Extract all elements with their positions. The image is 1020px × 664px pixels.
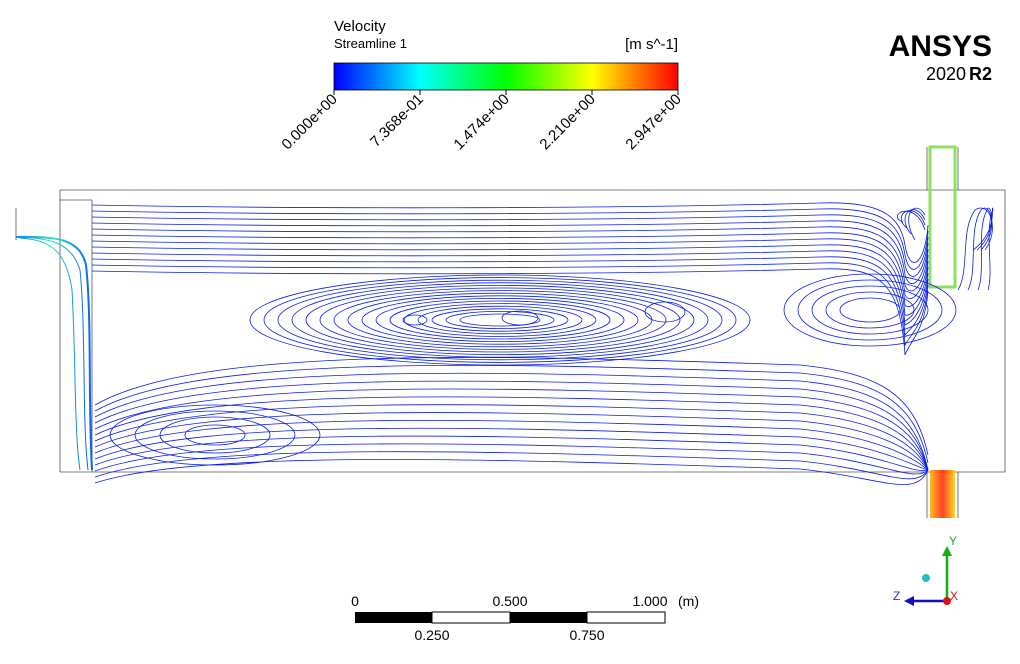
streamline [431,308,569,332]
scale-unit: (m) [678,593,699,609]
streamline [94,364,929,464]
y-arrowhead [942,546,952,556]
streamline [825,291,915,329]
scale-segment [510,612,587,623]
z-axis-label: Z [893,589,900,603]
streamline [501,310,539,326]
streamline [783,273,957,347]
legend-tick-label: 2.947e+00 [622,91,684,153]
streamline [159,416,271,454]
streamline [403,303,597,337]
streamline [184,424,246,446]
streamline [644,301,686,323]
colorbar [333,62,679,91]
streamline [811,285,929,335]
streamline [94,404,929,471]
streamline [94,427,929,471]
streamline [277,279,723,361]
scale-bar: 0 0.500 1.000 (m) 0.250 0.750 [351,593,699,643]
x-axis-dot [943,597,951,605]
streamline [897,210,926,231]
scale-segment [431,611,511,624]
streamline [900,210,926,229]
streamline [91,208,929,270]
streamline [976,207,993,291]
streamline [94,435,929,472]
z-arrowhead [904,596,914,606]
y-axis-label: Y [949,534,957,548]
streamline [91,262,929,347]
streamline [389,300,611,340]
streamline [459,313,541,327]
scale-label: 0 [351,593,359,609]
streamline [361,295,639,345]
scale-label: 0.250 [414,627,449,643]
streamline [291,282,709,358]
streamline [94,459,929,485]
legend-tick-label: 7.368e-01 [367,91,427,151]
streamline [91,244,929,316]
x-axis-label: X [950,589,958,603]
legend-ticks: 0.000e+00 7.368e-01 1.474e+00 2.210e+00 2.94… [278,90,685,153]
streamline [94,372,929,471]
streamline [94,396,929,471]
streamline [91,250,929,326]
streamline [957,207,993,291]
streamline [91,238,929,307]
streamline [839,297,901,323]
streamline [91,256,929,337]
streamline [91,268,929,356]
streamline [134,410,296,460]
inlet-stream [17,236,89,471]
domain-walls [15,147,1006,518]
triad-origin [922,574,930,582]
streamline [91,232,929,299]
streamline [305,285,695,355]
legend-title: Velocity [334,18,386,35]
streamline [972,207,994,291]
outlet-top-stream [928,145,957,289]
logo-name: ANSYS [889,30,992,63]
streamline [94,380,929,471]
axis-triad: Y Z X [893,534,958,606]
streamline [319,287,681,353]
streamline [91,202,929,263]
streamline [263,277,737,363]
streamline [94,388,929,471]
logo-version: 2020 [926,64,966,84]
streamline [94,420,929,471]
streamlines [91,202,994,485]
streamline [904,209,926,235]
inlet-stream [15,235,93,471]
streamline [91,220,929,284]
scale-label: 0.750 [569,627,604,643]
streamline [333,290,667,350]
scale-label: 1.000 [632,593,667,609]
streamline [445,311,555,329]
legend-tick-label: 2.210e+00 [536,91,598,153]
streamline [402,314,428,326]
streamline [94,412,929,471]
streamline [417,305,583,335]
streamline [91,214,929,277]
legend-tick-label: 1.474e+00 [450,91,512,153]
streamline [375,298,625,342]
scale-label: 0.500 [492,593,527,609]
logo-release: R2 [969,64,992,84]
legend-tick-label: 0.000e+00 [278,91,340,153]
streamline [797,279,943,341]
scale-segment [355,612,432,623]
streamline [91,226,929,292]
legend-subtitle: Streamline 1 [334,36,407,51]
geometry [15,145,1006,518]
legend-unit: [m s^-1] [625,36,678,53]
outlet-bottom-stream [930,470,955,518]
scale-segment [586,611,666,624]
streamline [109,404,321,466]
streamline [249,274,751,366]
streamline [967,207,993,291]
